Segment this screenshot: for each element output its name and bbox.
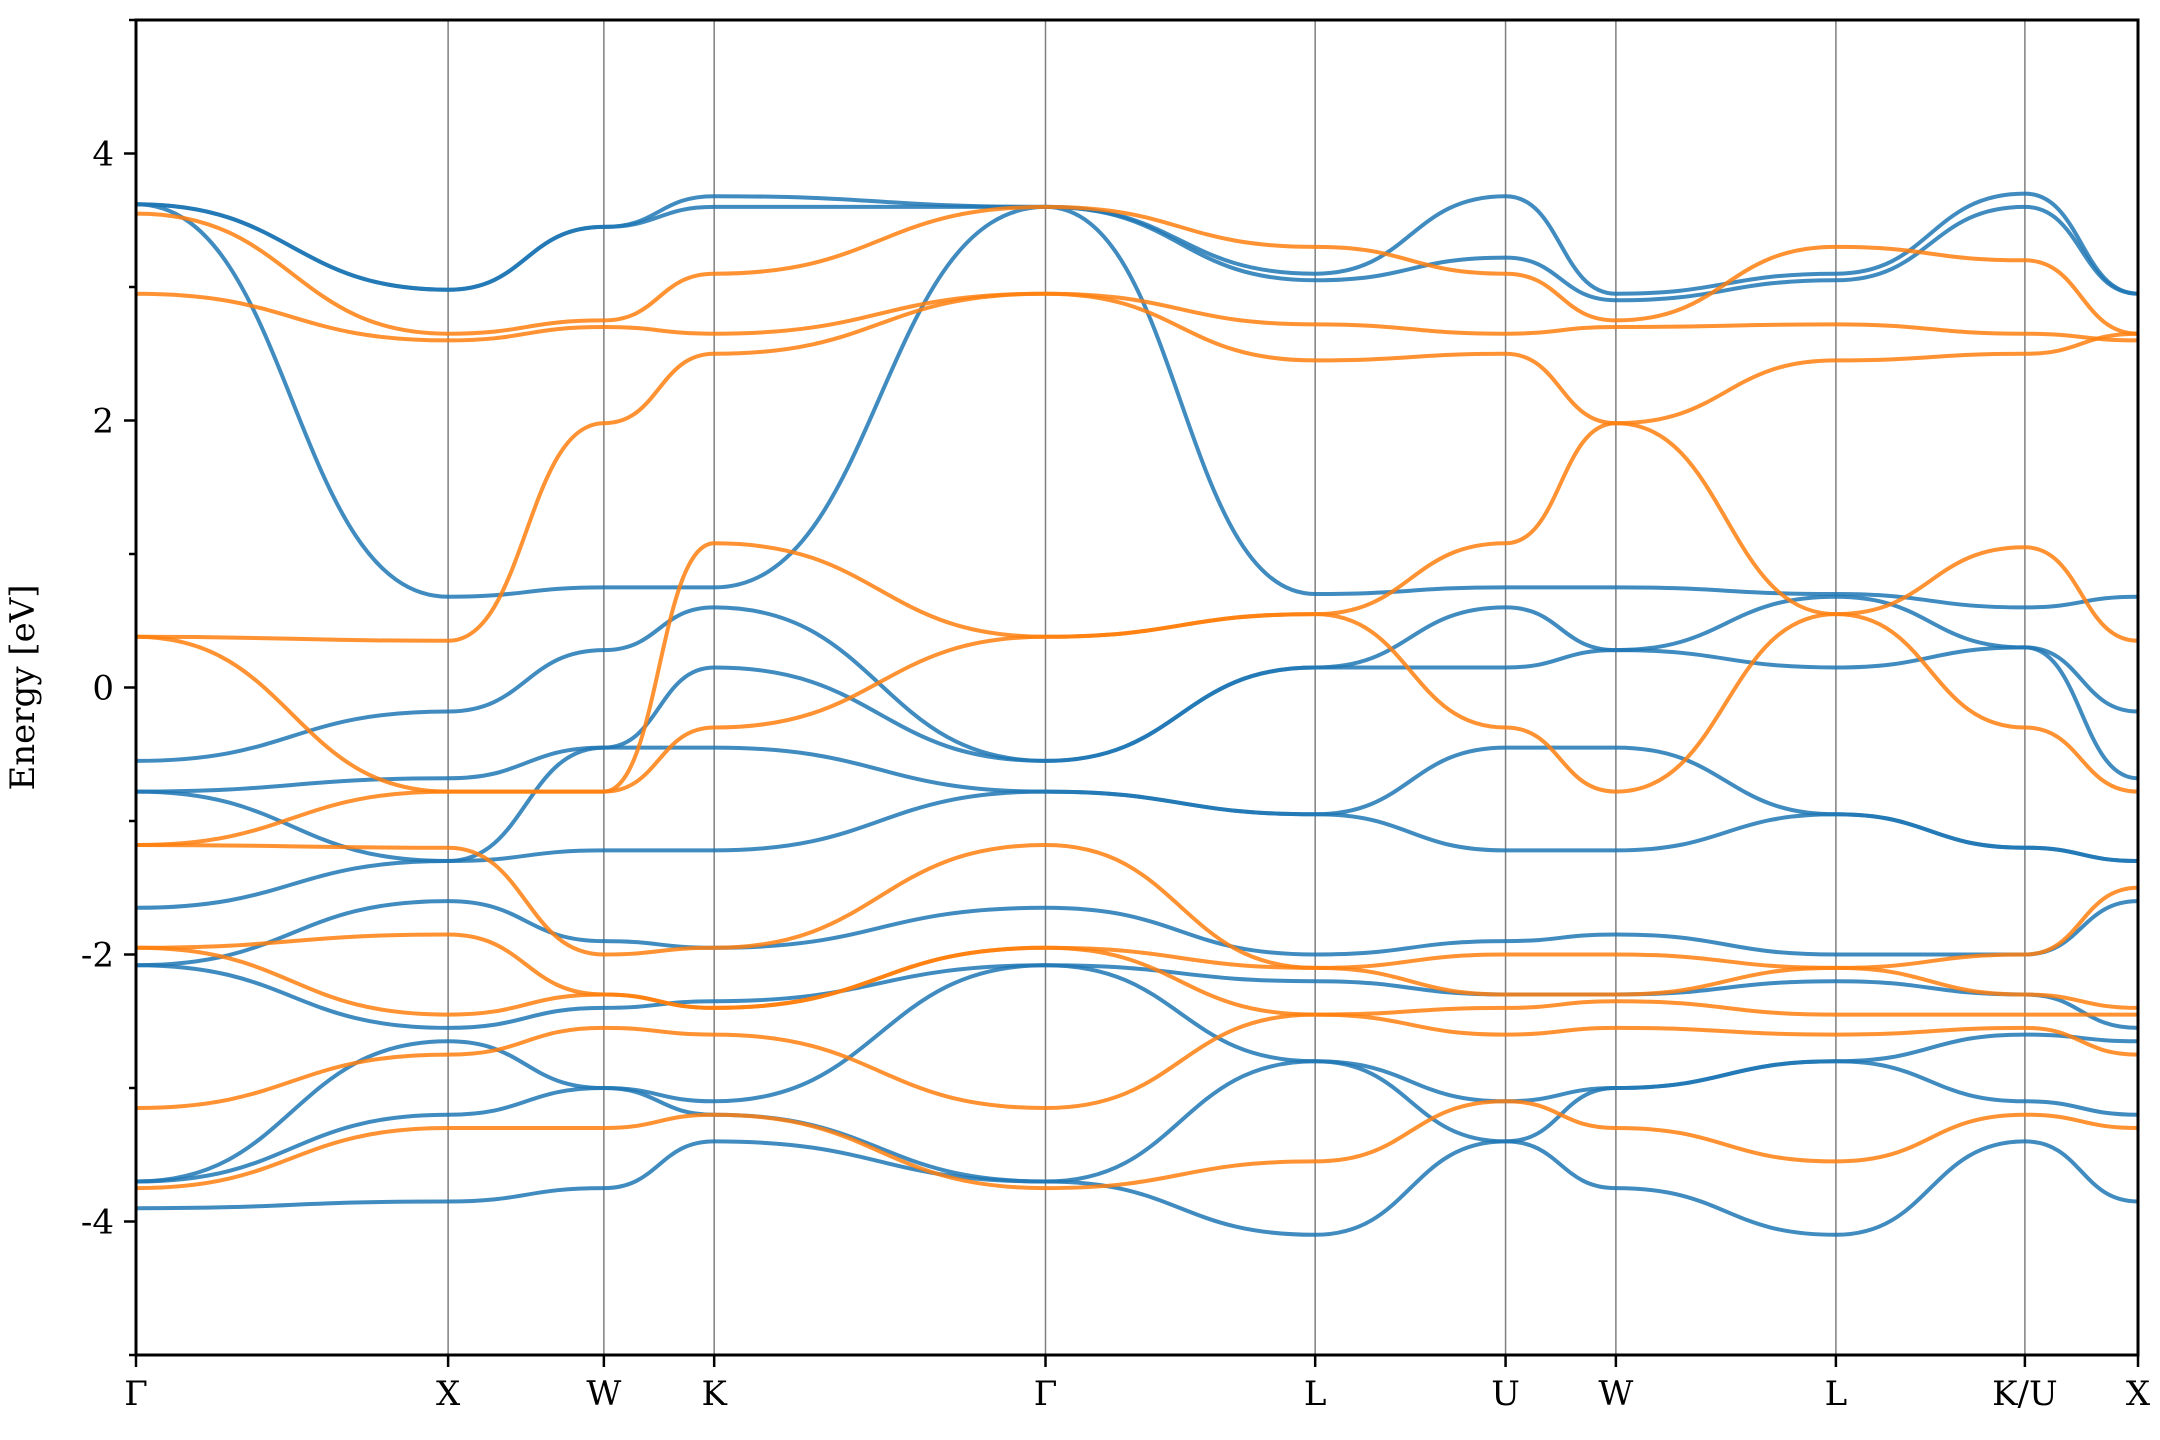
x-tick-label: K/U (1992, 1374, 2058, 1414)
band-line-orange-13 (136, 291, 2138, 343)
band-line-blue-7 (136, 899, 2138, 968)
band-line-blue-8 (136, 963, 2138, 1030)
x-tick-label: W (586, 1374, 621, 1414)
band-line-blue-10 (136, 1059, 2138, 1184)
band-line-blue-6 (136, 789, 2138, 910)
x-tick-label: Γ (1034, 1374, 1058, 1414)
y-ticks: -4 -2 0 2 4 (81, 18, 136, 1357)
band-line-blue-3 (136, 594, 2138, 763)
x-tick-label: L (1825, 1374, 1848, 1414)
x-tick-label: Γ (124, 1374, 148, 1414)
y-tick-label: -2 (81, 936, 114, 976)
band-line-orange-16 (136, 612, 2138, 847)
y-tick-label: 4 (92, 135, 114, 175)
x-tick-label: L (1304, 1374, 1327, 1414)
band-line-blue-1 (136, 202, 2138, 303)
band-line-orange-20 (136, 1012, 2138, 1111)
x-tick-label: U (1491, 1374, 1520, 1414)
band-line-orange-21 (136, 1099, 2138, 1191)
y-tick-label: -4 (81, 1203, 114, 1243)
x-tick-label: W (1598, 1374, 1633, 1414)
y-tick-label: 2 (92, 402, 114, 442)
band-line-orange-18 (136, 932, 2138, 1010)
band-line-blue-11 (136, 1139, 2138, 1237)
band-line-orange-12 (136, 204, 2138, 336)
band-line-blue-2 (136, 202, 2138, 610)
band-line-orange-15 (136, 421, 2138, 794)
x-ticks: Γ X W K Γ L U W L K/U X (124, 1355, 2151, 1414)
x-tick-label: X (436, 1374, 461, 1414)
x-tick-label: K (701, 1374, 727, 1414)
band-line-blue-5 (136, 745, 2138, 864)
high-symmetry-lines (447, 20, 2026, 1355)
band-line-orange-19 (136, 945, 2138, 1017)
band-line-blue-9 (136, 963, 2138, 1184)
y-axis-label: Energy [eV] (3, 584, 43, 790)
band-line-orange-17 (136, 842, 2138, 970)
x-tick-label: X (2126, 1374, 2151, 1414)
band-line-blue-4 (136, 645, 2138, 794)
band-line-orange-14 (136, 291, 2138, 643)
y-tick-label: 0 (92, 669, 114, 709)
band-series (136, 191, 2138, 1237)
